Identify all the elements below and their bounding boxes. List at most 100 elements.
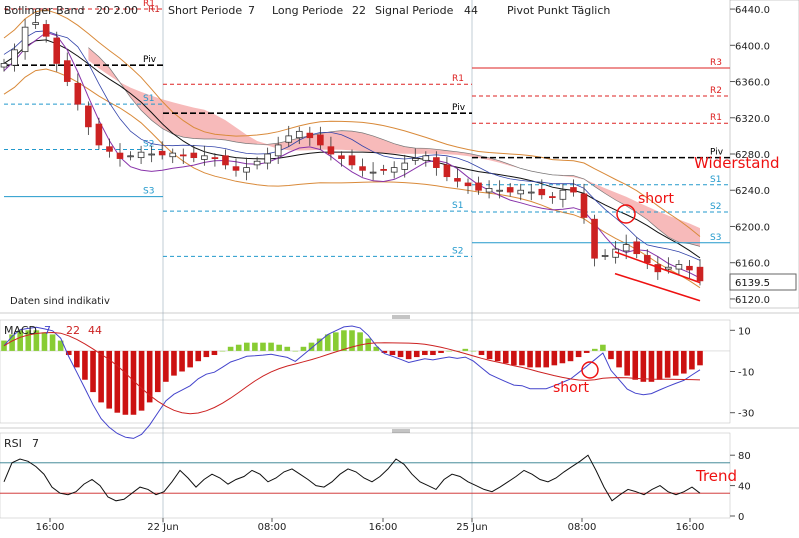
candle-body [21, 26, 29, 53]
macd-histogram-bar [446, 350, 452, 352]
candle-body [570, 187, 577, 193]
candle-body [116, 152, 124, 159]
pivot-label-day3-R3: R3 [710, 58, 722, 68]
annotation-widerstand: Widerstand [694, 154, 780, 172]
trend-channel [614, 251, 701, 302]
candle-body [549, 196, 556, 198]
candle-body [264, 153, 271, 164]
header-bollinger-params: 20 2.00 [96, 4, 138, 17]
macd-histogram-bar [324, 334, 331, 351]
macd-histogram-bar [284, 346, 291, 351]
candle-body [401, 162, 409, 170]
candle-body [538, 188, 546, 196]
rsi-param: 7 [32, 437, 39, 450]
candle-body [85, 105, 92, 128]
candle-body [475, 182, 482, 191]
macd-histogram-bar [632, 350, 639, 380]
macd-histogram-bar [389, 350, 396, 356]
candle-body [211, 157, 219, 160]
candle-body [454, 178, 461, 182]
macd-histogram-bar [49, 334, 56, 351]
macd-histogram-bar [65, 350, 72, 356]
pivot-label-day1-Piv: Piv [143, 55, 157, 65]
disclaimer-text: Daten sind indikativ [10, 296, 110, 307]
macd-histogram-bar [252, 342, 258, 351]
macd-histogram-bar [616, 350, 622, 368]
macd-histogram-bar [163, 350, 169, 382]
current-price-value: 6139.5 [735, 278, 770, 289]
macd-histogram-bar [486, 350, 493, 360]
candle-body [106, 146, 113, 152]
candle-body [274, 144, 282, 157]
pane-splitter-1[interactable] [0, 312, 799, 319]
macd-histogram-bar [664, 350, 671, 378]
pane-splitter-2[interactable] [0, 427, 799, 433]
time-axis: 16:00 22 Jun 08:00 16:00 25 Jun 08:00 16:00 [36, 518, 704, 533]
pivot-label-day1-S1: S1 [143, 94, 154, 104]
header-long-value: 22 [352, 4, 366, 17]
macd-histogram-bar [227, 346, 234, 351]
macd-pane-bg [0, 319, 731, 424]
macd-histogram-bar [17, 330, 23, 351]
rsi-line [3, 454, 701, 502]
macd-histogram-bar [608, 350, 614, 360]
macd-histogram-bar [681, 350, 687, 374]
macd-histogram-bar [122, 350, 129, 415]
macd-histogram-bar [640, 350, 647, 382]
macd-histogram-bar [519, 350, 525, 366]
macd-histogram-bar [57, 340, 64, 351]
candle-body [137, 151, 145, 159]
candle-body [158, 150, 166, 156]
candle-body [285, 135, 293, 143]
candle-body [464, 182, 472, 187]
macd-histogram-bar [146, 350, 153, 403]
macd-histogram-bar [462, 348, 469, 351]
macd-histogram-bar [106, 350, 113, 409]
annotation-short-circle-macd [581, 361, 599, 379]
price-axis-tick-label: 6160.0 [735, 259, 770, 270]
candle-body [232, 166, 240, 171]
candle-body [327, 146, 335, 155]
macd-histogram-bar [656, 350, 663, 380]
rsi-pane: 80 40 0 [0, 451, 751, 523]
candle-body [74, 82, 82, 105]
pivot-label-day2-S1: S1 [452, 201, 463, 211]
candle-body [601, 255, 609, 257]
price-axis-tick-label: 6280.0 [735, 150, 770, 161]
macd-histogram-bar [33, 330, 40, 351]
pivot-label-day3-R1: R1 [710, 113, 722, 123]
macd-signal-line [3, 331, 701, 415]
candle-body [633, 241, 641, 255]
candle-body [317, 134, 324, 146]
candle-body [665, 266, 672, 270]
candle-body [517, 189, 525, 195]
pivot-label-day1-R1: R1 [143, 0, 155, 9]
candle-body [696, 266, 704, 282]
candle-body [496, 189, 503, 192]
candle-body [42, 24, 50, 37]
candlestick-series [0, 12, 704, 286]
annotation-short-circle-price [616, 204, 636, 224]
price-axis-tick-label: 6400.0 [735, 41, 770, 52]
candle-body [169, 152, 177, 158]
ichimoku-cloud [88, 47, 701, 247]
macd-histogram-bar [211, 350, 218, 356]
pivot-label-day1-S3: S3 [143, 187, 154, 197]
price-axis-tick-label: 6360.0 [735, 78, 770, 89]
bollinger-upper [3, 9, 701, 237]
price-axis-tick-label: 6240.0 [735, 186, 770, 197]
time-axis-tick-label: 08:00 [258, 522, 287, 533]
pivot-label-day1-S2: S2 [143, 139, 154, 149]
macd-histogram-bar [583, 350, 590, 353]
macd-histogram-bar [624, 350, 630, 376]
candle-body [243, 167, 250, 173]
candle-body [222, 155, 229, 166]
macd-histogram-bar [478, 350, 485, 356]
macd-histogram-bar [648, 350, 655, 382]
macd-line [3, 325, 701, 439]
candle-body [591, 218, 598, 259]
time-axis-tick-label: 22 Jun [147, 522, 179, 533]
macd-histogram-bar [276, 344, 282, 351]
macd-histogram-bar [341, 330, 347, 351]
